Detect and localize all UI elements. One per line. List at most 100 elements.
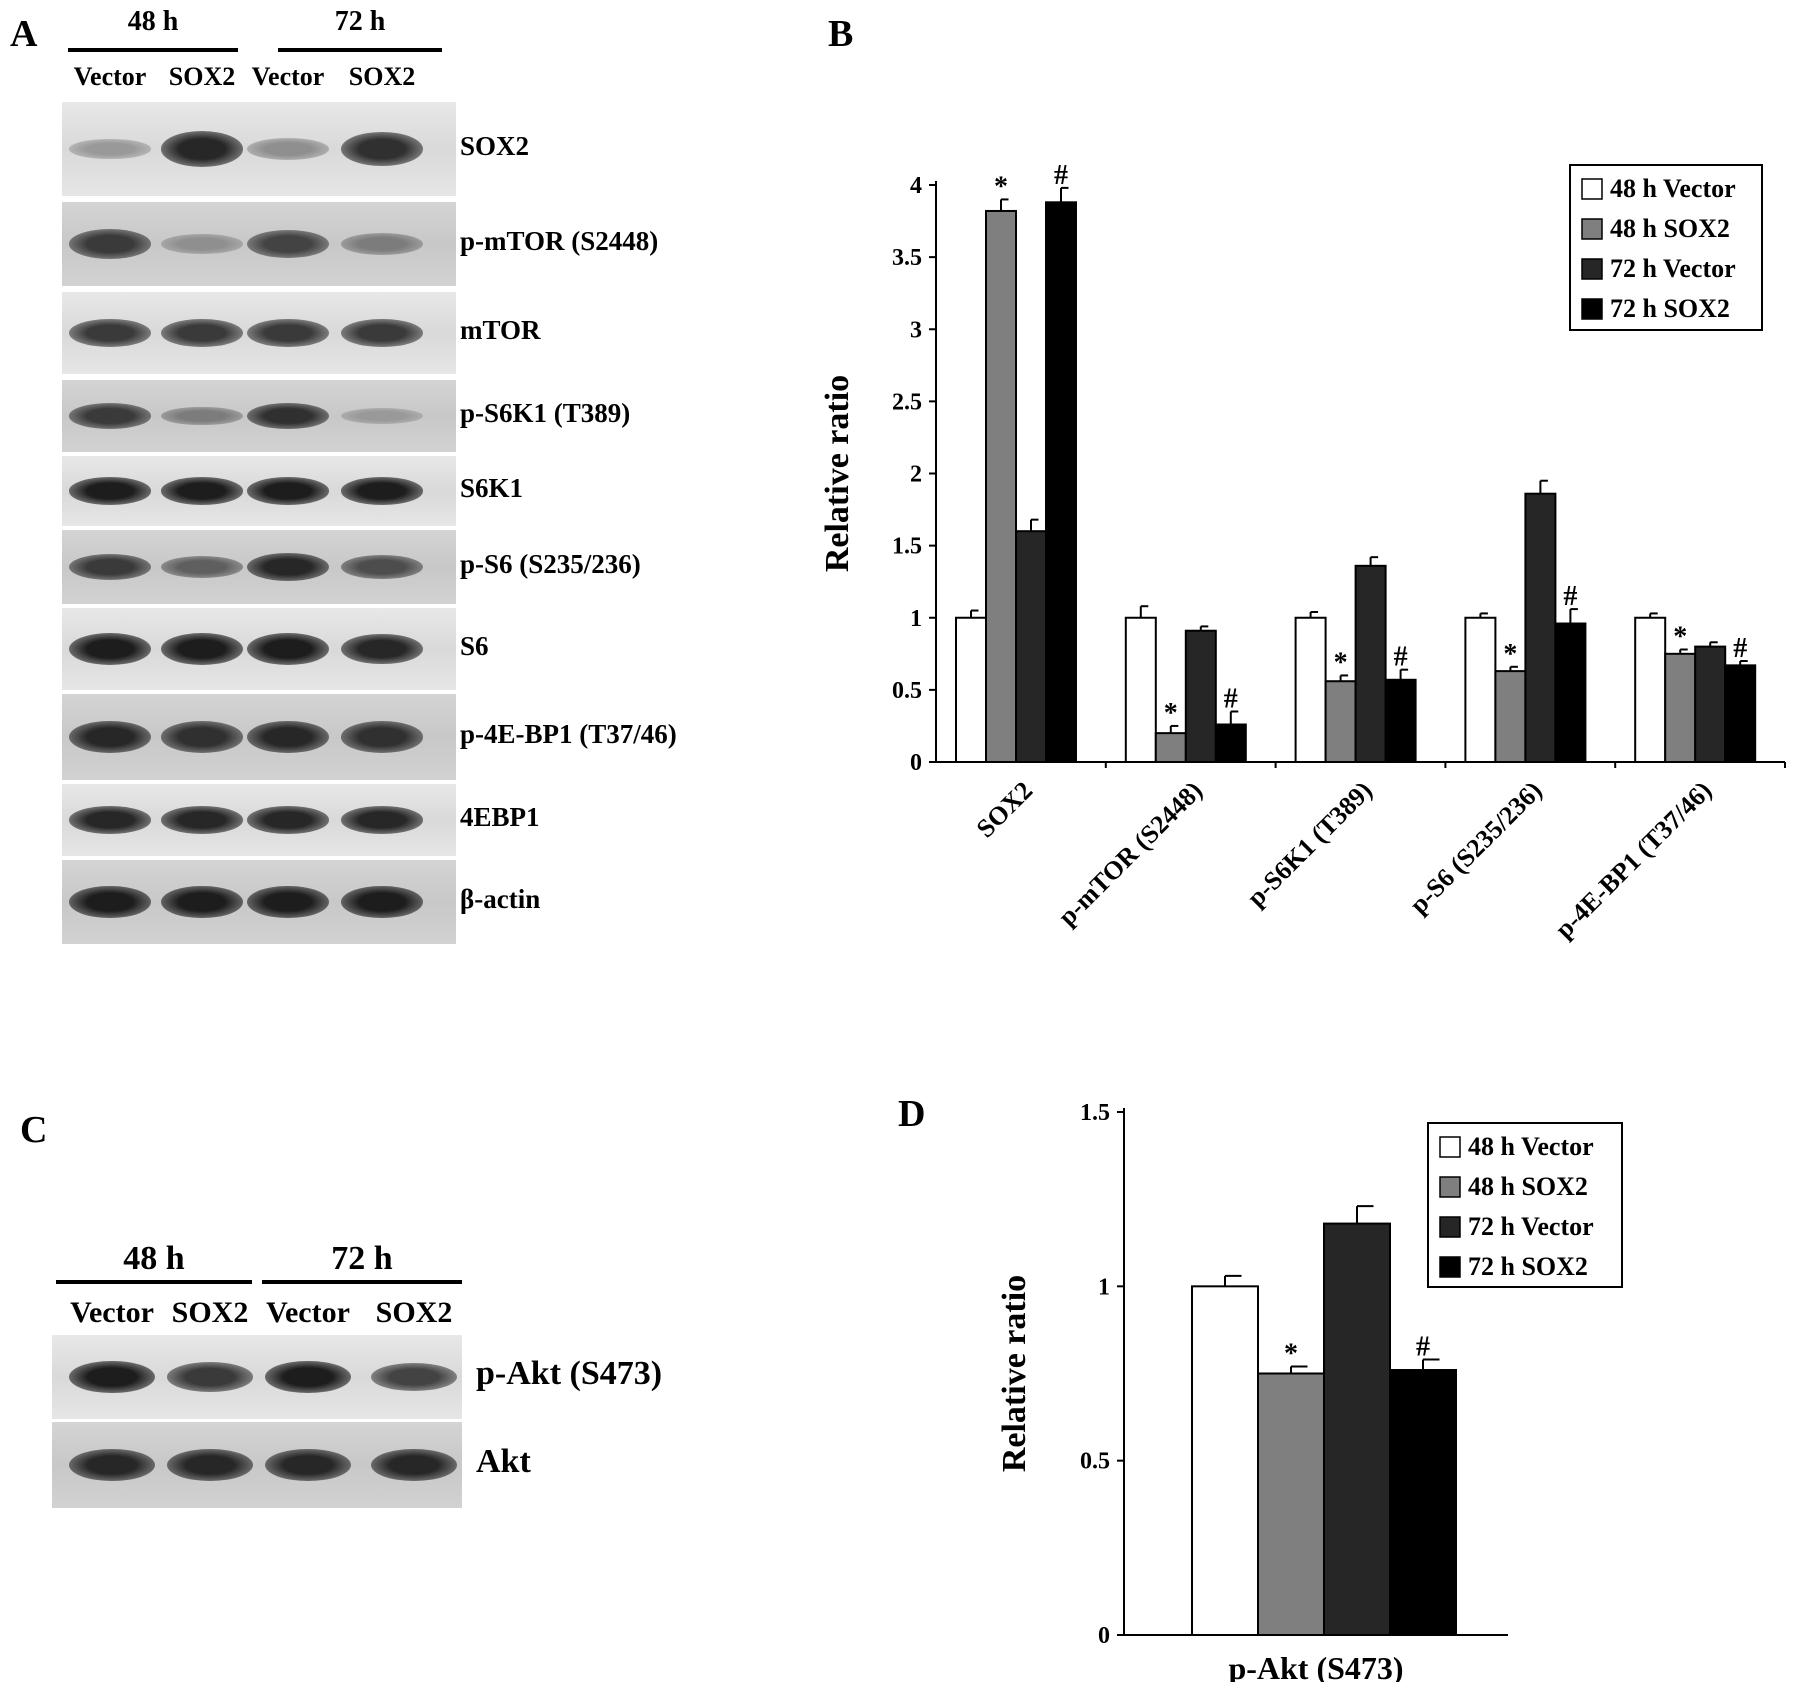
row-label: p-S6K1 (T389) [460,398,631,429]
bar [1554,622,1587,764]
significance-mark: # [1054,160,1068,191]
significance-mark: # [1563,581,1577,612]
blot-band [247,633,329,665]
western-blot-a: 48 h 72 h Vector SOX2 Vector SOX2 SOX2 p-mTOR (… [0,0,760,960]
group-label: 72 h [331,1240,393,1277]
y-axis-title: Relative ratio [819,375,856,572]
y-tick-label: 1 [910,606,922,632]
y-tick-label: 1.5 [892,534,922,560]
y-tick-label: 3 [910,317,922,343]
blot-band [161,633,243,665]
group-line [262,1280,462,1284]
bar [1294,616,1327,763]
blot-band [247,477,329,505]
group-label: 72 h [334,6,386,37]
y-tick-label: 0.5 [892,678,922,704]
bar [1045,201,1077,763]
bar [1324,680,1357,763]
group-line [68,48,238,52]
blot-band [247,229,329,259]
blot-band [341,885,423,919]
x-tick-label: p-S6 (S235/236) [1404,776,1548,920]
y-tick-label: 4 [910,173,922,199]
lane-label: Vector [73,62,147,91]
blot-band [161,131,243,167]
lane-label: SOX2 [171,1296,249,1329]
row-label: β-actin [460,884,541,915]
row-label: SOX2 [460,131,530,162]
row-label: S6 [460,631,489,662]
bar [1634,616,1667,763]
bar [1015,530,1047,764]
x-tick-label: SOX2 [971,776,1039,844]
row-label: 4EBP1 [460,802,540,833]
y-tick-label: 2 [910,462,922,488]
blot-band [247,553,329,581]
row-label: S6K1 [460,473,524,504]
blot-band [69,318,151,348]
blot-band [69,806,151,834]
blot-band [341,633,423,665]
group-line [56,1280,252,1284]
blot-band [341,806,423,834]
row-label: p-mTOR (S2448) [460,226,659,257]
x-tick-label: p-S6K1 (T389) [1241,776,1377,912]
significance-mark: * [1164,698,1178,729]
blot-band [247,138,329,160]
group-label: 48 h [123,1240,185,1277]
bar [1524,492,1557,763]
blot-band [371,1448,457,1482]
significance-mark: * [1673,621,1687,652]
bar [1124,616,1157,763]
row-label: mTOR [460,315,541,346]
bar [955,616,987,763]
lane-label: SOX2 [168,62,236,91]
blot-band [161,721,243,753]
lane-label: SOX2 [348,62,416,91]
blot-band [161,806,243,834]
blot-band [161,885,243,919]
legend-swatch [1581,258,1603,280]
significance-mark: * [1334,647,1348,678]
significance-mark: # [1394,642,1408,673]
western-blot-c: 48 h 72 h Vector SOX2 Vector SOX2 p-Akt (S473)… [0,0,760,1682]
legend-label: 48 h SOX2 [1610,214,1730,243]
blot-band [371,1362,457,1392]
y-tick-label: 3.5 [892,245,922,271]
y-tick-label: 2.5 [892,389,922,415]
blot-band [69,720,151,754]
blot-band [69,885,151,919]
lane-label: Vector [266,1296,350,1329]
bar [985,209,1017,763]
bar [1384,678,1417,764]
significance-mark: * [1503,639,1517,670]
x-tick-label: p-mTOR (S2448) [1053,776,1209,932]
row-label: p-Akt (S473) [476,1354,663,1392]
group-label: 48 h [127,6,179,37]
bar [1724,664,1757,763]
legend-label: 72 h SOX2 [1610,294,1730,323]
legend-label: 48 h Vector [1610,174,1736,203]
blot-band [247,885,329,919]
blot-band [341,408,423,424]
blot-band [69,633,151,665]
legend-swatch [1581,218,1603,240]
blot-band [265,1448,351,1482]
group-line [278,48,442,52]
bar [1354,564,1387,763]
row-label: p-S6 (S235/236) [460,549,641,580]
legend-swatch [1581,178,1603,200]
legend-label: 72 h Vector [1610,254,1736,283]
significance-mark: * [994,171,1008,202]
blot-band [341,477,423,505]
panel-letter-a: A [10,13,38,55]
row-label: Akt [476,1442,531,1480]
legend-swatch [1581,298,1603,320]
significance-mark: # [1733,633,1747,664]
bar [1214,723,1247,763]
bar [1664,652,1697,763]
blot-band [69,1448,155,1482]
bar [1694,645,1727,763]
bar [1154,732,1187,764]
blot-band [161,406,243,426]
